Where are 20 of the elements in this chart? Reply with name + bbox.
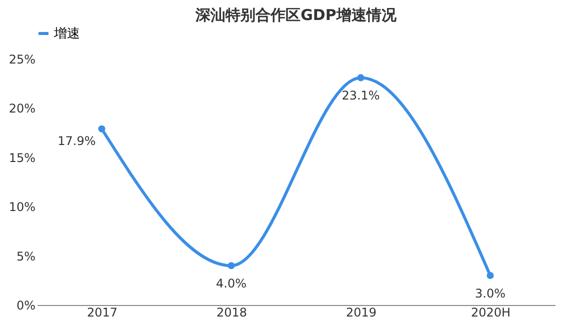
point xyxy=(228,262,235,270)
point xyxy=(357,74,364,82)
x-tick-label: 2019 xyxy=(346,306,377,320)
point xyxy=(486,272,494,280)
data-label: 23.1% xyxy=(342,88,380,103)
y-tick-label: 15% xyxy=(8,150,36,165)
x-tick-label: 2018 xyxy=(216,306,248,320)
x-tick-label: 2020H xyxy=(470,306,511,320)
chart-title: 深汕特别合作区GDP增速情况 xyxy=(194,6,398,24)
x-tick-label: 2017 xyxy=(86,306,118,320)
legend-label: 增速 xyxy=(53,26,80,42)
y-tick-label: 0% xyxy=(16,298,36,312)
y-tick-label: 25% xyxy=(8,52,36,66)
data-label: 17.9% xyxy=(58,134,96,148)
y-tick-label: 10% xyxy=(8,200,36,214)
data-label: 3.0% xyxy=(475,286,506,300)
point xyxy=(98,125,106,132)
y-tick-label: 20% xyxy=(8,102,36,116)
y-tick-label: 5% xyxy=(16,249,36,264)
data-label: 4.0% xyxy=(216,276,246,291)
